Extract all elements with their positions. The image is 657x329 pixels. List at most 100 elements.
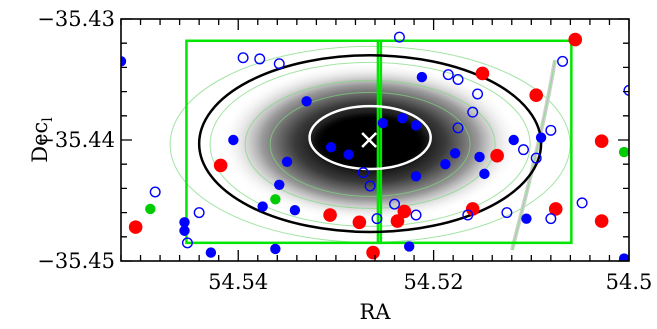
x-axis-label: RA — [360, 300, 392, 324]
axis-ticks — [120, 18, 630, 262]
open-open_blue-point — [530, 152, 542, 164]
red-point — [323, 208, 337, 222]
red-point — [213, 158, 228, 173]
blue-point — [410, 171, 422, 182]
blue-point — [205, 247, 217, 258]
blue-point — [449, 148, 461, 159]
red-point — [397, 204, 412, 219]
blue-point — [179, 225, 190, 236]
y-axis-label-main: Dec — [28, 122, 52, 163]
isophote-contour — [244, 79, 496, 209]
open-open_blue-point — [389, 198, 401, 210]
open-open_blue-point — [364, 180, 376, 192]
red-point — [388, 0, 402, 14]
ellipses — [197, 54, 543, 234]
blue-point — [228, 134, 239, 146]
open-open_blue-point — [254, 53, 266, 65]
isophote-contour — [209, 61, 531, 227]
blue-point — [325, 142, 337, 153]
field-box — [185, 39, 383, 245]
blue-point — [410, 120, 422, 131]
open-open_blue-point — [181, 237, 193, 249]
blue-point — [311, 5, 321, 15]
center-cross-marker — [361, 132, 378, 148]
field-boxes — [185, 39, 573, 245]
open-open_blue-point — [410, 209, 422, 221]
blue-point — [274, 179, 285, 190]
field-box — [376, 39, 573, 245]
red-point — [568, 32, 583, 47]
open-open_blue-point — [371, 213, 383, 225]
blue-point — [377, 117, 389, 129]
x-tick-label: 54.5 — [606, 270, 653, 294]
red-point — [594, 134, 609, 149]
inner-ellipse — [308, 104, 432, 171]
y-axis-label-sub: l — [40, 117, 56, 122]
red-point — [80, 163, 94, 177]
red-point — [475, 66, 490, 81]
red-point — [594, 214, 609, 228]
red-point — [465, 202, 480, 216]
blue-point — [535, 132, 547, 143]
open-open_blue-point — [557, 55, 569, 67]
red-point — [490, 148, 504, 163]
blue-point — [270, 243, 281, 255]
blue-point — [121, 56, 127, 67]
open-open_blue-point — [517, 144, 529, 156]
open-open_blue-point — [545, 124, 557, 136]
blue-point — [479, 168, 490, 180]
blue-point — [474, 151, 485, 163]
open-open_blue-point — [545, 213, 557, 225]
open-open_blue-point — [442, 69, 454, 81]
plot-area — [80, 0, 630, 262]
image-streak-contour — [511, 59, 556, 251]
open-open_blue-point — [501, 207, 513, 219]
red-point — [390, 214, 405, 228]
y-axis-label: Decl — [28, 117, 56, 163]
open-open_blue-point — [237, 52, 249, 64]
red-point — [529, 88, 543, 103]
y-tick-label: −35.45 — [37, 249, 115, 273]
open-open_blue-point — [462, 209, 474, 221]
open-open_blue-point — [357, 167, 369, 179]
y-tick-label: −35.44 — [37, 128, 115, 152]
blue-point — [281, 156, 293, 167]
blue-point — [403, 241, 415, 252]
green-point — [618, 146, 629, 158]
green-point — [145, 203, 156, 215]
blue-point — [179, 217, 190, 228]
green-point — [270, 194, 281, 205]
open-open_blue-point — [467, 106, 479, 118]
blue-point — [440, 159, 451, 170]
red-point — [366, 245, 380, 260]
open-open_blue-point — [623, 84, 629, 96]
outer-ellipse — [197, 54, 543, 234]
red-point — [168, 3, 182, 17]
open-open_blue-point — [452, 73, 464, 85]
isophote-contour — [269, 91, 471, 197]
blue-point — [289, 204, 301, 216]
open-open_blue-point — [149, 186, 161, 198]
red-point — [548, 202, 563, 216]
y-tick-label: −35.43 — [37, 7, 115, 31]
blue-point — [521, 213, 532, 224]
open-open_blue-point — [576, 197, 588, 209]
blue-point — [397, 113, 408, 124]
blue-point — [257, 201, 268, 212]
blue-point — [343, 149, 354, 160]
open-open_blue-point — [452, 122, 464, 134]
blue-point — [618, 253, 629, 261]
open-open_blue-point — [472, 88, 484, 100]
x-tick-label: 54.54 — [208, 270, 268, 294]
red-point — [352, 215, 367, 230]
data-points — [80, 0, 629, 261]
tick-labels: 54.54 54.52 54.5 −35.43 −35.44 −35.45 — [37, 7, 652, 294]
open-open_blue-point — [193, 207, 205, 219]
blue-point — [416, 71, 428, 83]
galaxy-center-marker — [361, 132, 378, 148]
open-open_blue-point — [393, 31, 405, 43]
blue-point — [301, 96, 312, 107]
x-tick-label: 54.52 — [404, 270, 464, 294]
blue-point — [508, 134, 519, 146]
